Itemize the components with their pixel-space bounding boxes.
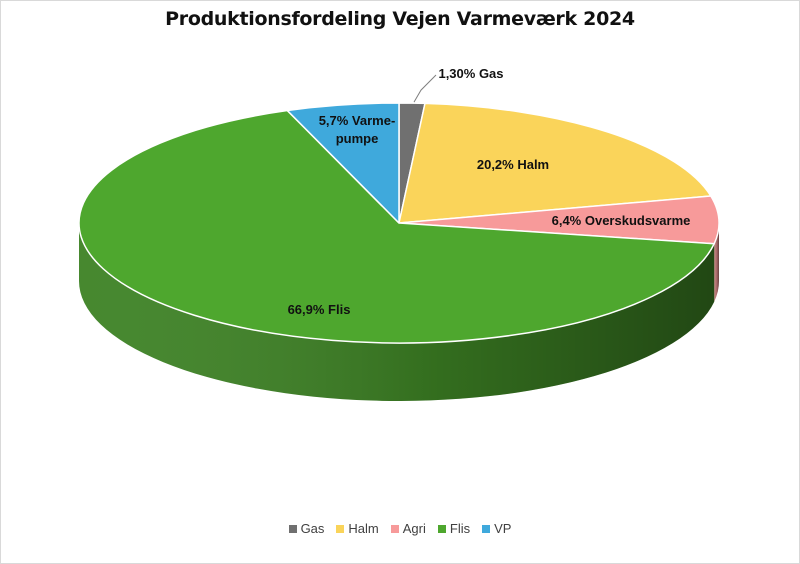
legend-swatch <box>482 524 491 533</box>
legend-item-agri: Agri <box>390 521 426 536</box>
legend-label: Agri <box>402 521 426 536</box>
pie-slice-agri <box>398 195 720 245</box>
pie-slice-vp <box>286 102 400 224</box>
legend-item-flis: Flis <box>437 521 471 536</box>
leader-line-gas <box>413 74 437 103</box>
legend-item-vp: VP <box>482 521 511 536</box>
data-label-halm: 20,2% Halm <box>477 157 549 172</box>
legend-swatch <box>288 524 297 533</box>
data-label-flis: 66,9% Flis <box>288 302 351 317</box>
legend-swatch <box>437 524 446 533</box>
legend-swatch <box>390 524 399 533</box>
legend-item-halm: Halm <box>336 521 379 536</box>
data-label-gas: 1,30% Gas <box>438 66 503 81</box>
pie-extras <box>413 74 437 103</box>
pie-slice-halm <box>398 102 712 224</box>
legend-label: VP <box>494 521 512 536</box>
pie-tops <box>78 102 720 344</box>
legend-label: Gas <box>300 521 325 536</box>
chart-legend: Gas Halm Agri Flis VP <box>1 521 799 536</box>
legend-label: Halm <box>348 521 379 536</box>
pie-side-shade <box>78 223 715 402</box>
legend-item-gas: Gas <box>288 521 325 536</box>
legend-swatch <box>336 524 345 533</box>
chart-title: Produktionsfordeling Vejen Varmeværk 202… <box>165 8 635 30</box>
pie-slice-flis <box>78 109 715 344</box>
data-label-agri: 6,4% Overskudsvarme <box>552 213 691 228</box>
data-label-vp: 5,7% Varme-pumpe <box>319 113 396 146</box>
legend-label: Flis <box>449 521 471 536</box>
pie-labels: 1,30% Gas 20,2% Halm 6,4% Overskudsvarme 66… <box>288 66 691 317</box>
